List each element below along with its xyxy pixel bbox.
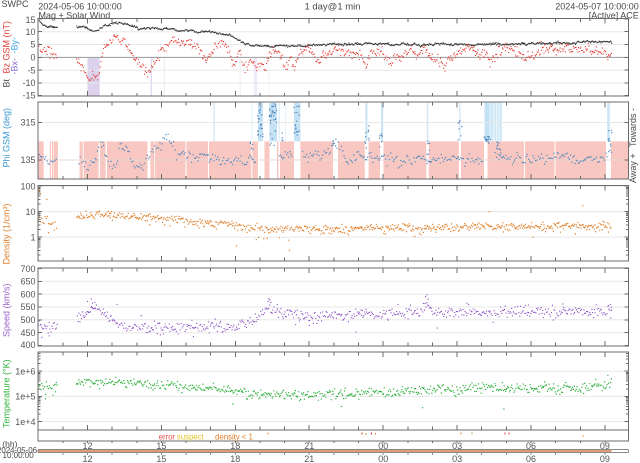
svg-text:5: 5 xyxy=(30,40,35,50)
svg-text:Bt: Bt xyxy=(2,78,12,87)
svg-text:18: 18 xyxy=(230,454,240,463)
svg-text:density < 1: density < 1 xyxy=(215,432,253,441)
svg-text:06: 06 xyxy=(526,441,536,451)
svg-text:-10: -10 xyxy=(22,78,35,88)
svg-text:550: 550 xyxy=(20,302,35,312)
svg-text:suspect: suspect xyxy=(177,432,205,441)
svg-text:Bz GSM (nT): Bz GSM (nT) xyxy=(2,21,12,74)
svg-text:10:00:00: 10:00:00 xyxy=(3,451,35,460)
svg-text:Mag + Solar Wind: Mag + Solar Wind xyxy=(39,10,111,20)
svg-text:500: 500 xyxy=(20,315,35,325)
svg-text:-Bx-: -Bx- xyxy=(10,58,20,75)
svg-text:-By-: -By- xyxy=(10,37,20,54)
svg-text:Temperature (°K): Temperature (°K) xyxy=(2,359,12,428)
svg-text:-5: -5 xyxy=(27,65,35,75)
svg-text:1 day@1 min: 1 day@1 min xyxy=(304,1,360,12)
svg-text:(hh): (hh) xyxy=(2,439,17,449)
svg-text:Phi GSM (deg): Phi GSM (deg) xyxy=(2,108,12,168)
svg-text:0: 0 xyxy=(30,53,35,63)
svg-text:15: 15 xyxy=(156,454,166,463)
svg-text:Density (1/cm³): Density (1/cm³) xyxy=(2,203,12,264)
svg-text:18: 18 xyxy=(230,441,240,451)
svg-text:21: 21 xyxy=(304,441,314,451)
svg-text:21: 21 xyxy=(304,454,314,463)
svg-text:2024-05-06 10:00:00: 2024-05-06 10:00:00 xyxy=(38,1,122,11)
svg-text:error: error xyxy=(159,432,176,441)
svg-text:09: 09 xyxy=(600,441,610,451)
svg-text:600: 600 xyxy=(20,289,35,299)
svg-text:Away +: Away + xyxy=(628,153,638,183)
svg-text:06: 06 xyxy=(526,454,536,463)
svg-text:315: 315 xyxy=(20,118,35,128)
svg-text:10: 10 xyxy=(25,207,35,217)
svg-text:12: 12 xyxy=(82,441,92,451)
svg-text:09: 09 xyxy=(600,454,610,463)
svg-text:03: 03 xyxy=(452,441,462,451)
svg-text:12: 12 xyxy=(82,454,92,463)
svg-text:135: 135 xyxy=(20,155,35,165)
svg-text:450: 450 xyxy=(20,328,35,338)
svg-text:2024-05-06: 2024-05-06 xyxy=(0,446,38,455)
svg-text:10: 10 xyxy=(25,27,35,37)
svg-text:1e+4: 1e+4 xyxy=(15,417,35,427)
svg-text:15: 15 xyxy=(156,441,166,451)
svg-text:[Active] ACE: [Active] ACE xyxy=(589,10,639,20)
svg-text:1e+5: 1e+5 xyxy=(15,392,35,402)
svg-text:00: 00 xyxy=(378,454,388,463)
svg-text:-15: -15 xyxy=(22,90,35,100)
svg-text:Towards -: Towards - xyxy=(628,108,638,147)
svg-text:SWPC: SWPC xyxy=(2,0,30,9)
svg-text:1e+6: 1e+6 xyxy=(15,366,35,376)
svg-text:1: 1 xyxy=(30,232,35,242)
svg-text:00: 00 xyxy=(378,441,388,451)
svg-text:650: 650 xyxy=(20,277,35,287)
svg-text:15: 15 xyxy=(25,15,35,25)
svg-text:2024-05-07 10:00:00: 2024-05-07 10:00:00 xyxy=(555,1,639,11)
svg-text:700: 700 xyxy=(20,264,35,274)
svg-text:100: 100 xyxy=(20,181,35,191)
svg-text:400: 400 xyxy=(20,340,35,350)
svg-text:Speed (km/s): Speed (km/s) xyxy=(2,283,12,337)
svg-text:03: 03 xyxy=(452,454,462,463)
